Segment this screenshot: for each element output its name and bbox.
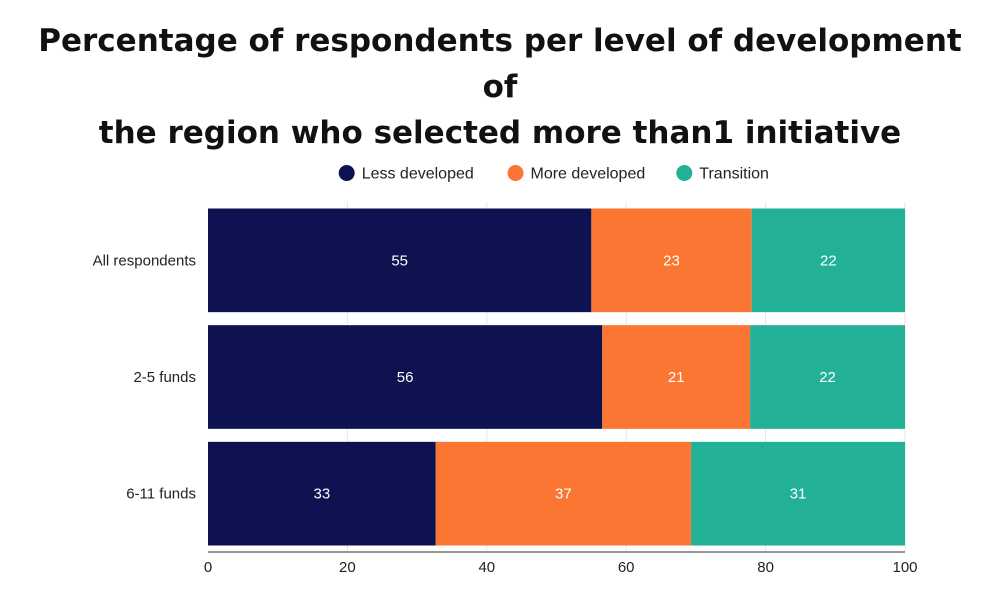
x-tick-label-40: 40 <box>478 559 495 576</box>
x-axis: 0 20 40 60 80 100 <box>204 551 918 576</box>
bar-label-1-2: 22 <box>819 369 836 386</box>
y-tick-label-2: 6-11 funds <box>126 486 196 503</box>
bar-label-2-0: 33 <box>314 486 331 503</box>
x-tick-label-60: 60 <box>618 559 635 576</box>
legend-marker-2 <box>676 165 693 181</box>
bar-2-2 <box>691 441 905 546</box>
bar-label-0-1: 23 <box>663 252 680 269</box>
bar-0-2 <box>751 208 905 313</box>
bar-label-1-1: 21 <box>668 369 685 386</box>
bar-2-1 <box>435 441 692 546</box>
bar-1-2 <box>750 325 905 429</box>
bar-label-0-0: 55 <box>391 252 408 269</box>
chart-title-line-1: Percentage of respondents per level of d… <box>38 23 962 105</box>
legend-label-1: More developed <box>531 166 646 183</box>
bar-2-0 <box>208 441 436 546</box>
legend-marker-1 <box>507 165 524 181</box>
legend: Less developed More developed Transition <box>338 165 769 183</box>
legend-marker-0 <box>338 165 355 181</box>
chart-title: Percentage of respondents per level of d… <box>30 18 970 156</box>
y-tick-label-0: All respondents <box>93 252 196 269</box>
y-axis: All respondents 2-5 funds 6-11 funds <box>93 252 196 502</box>
x-tick-label-20: 20 <box>339 559 356 576</box>
bar-0-1 <box>591 208 752 313</box>
legend-label-2: Transition <box>699 166 769 183</box>
bar-label-2-2: 31 <box>790 486 807 503</box>
bar-label-0-2: 22 <box>820 252 837 269</box>
x-tick-label-80: 80 <box>757 559 774 576</box>
y-tick-label-1: 2-5 funds <box>133 369 196 386</box>
bar-1-1 <box>602 325 751 429</box>
chart-title-line-2: the region who selected more than1 initi… <box>98 115 902 151</box>
bar-labels: 55 23 22 56 21 22 33 37 31 <box>314 252 837 502</box>
x-tick-label-100: 100 <box>892 559 917 576</box>
x-tick-label-0: 0 <box>204 559 212 576</box>
legend-label-0: Less developed <box>362 166 474 183</box>
bar-label-1-0: 56 <box>397 369 414 386</box>
bars <box>208 208 905 546</box>
bar-0-0 <box>208 208 592 313</box>
bar-1-0 <box>208 325 603 429</box>
bar-label-2-1: 37 <box>555 486 572 503</box>
